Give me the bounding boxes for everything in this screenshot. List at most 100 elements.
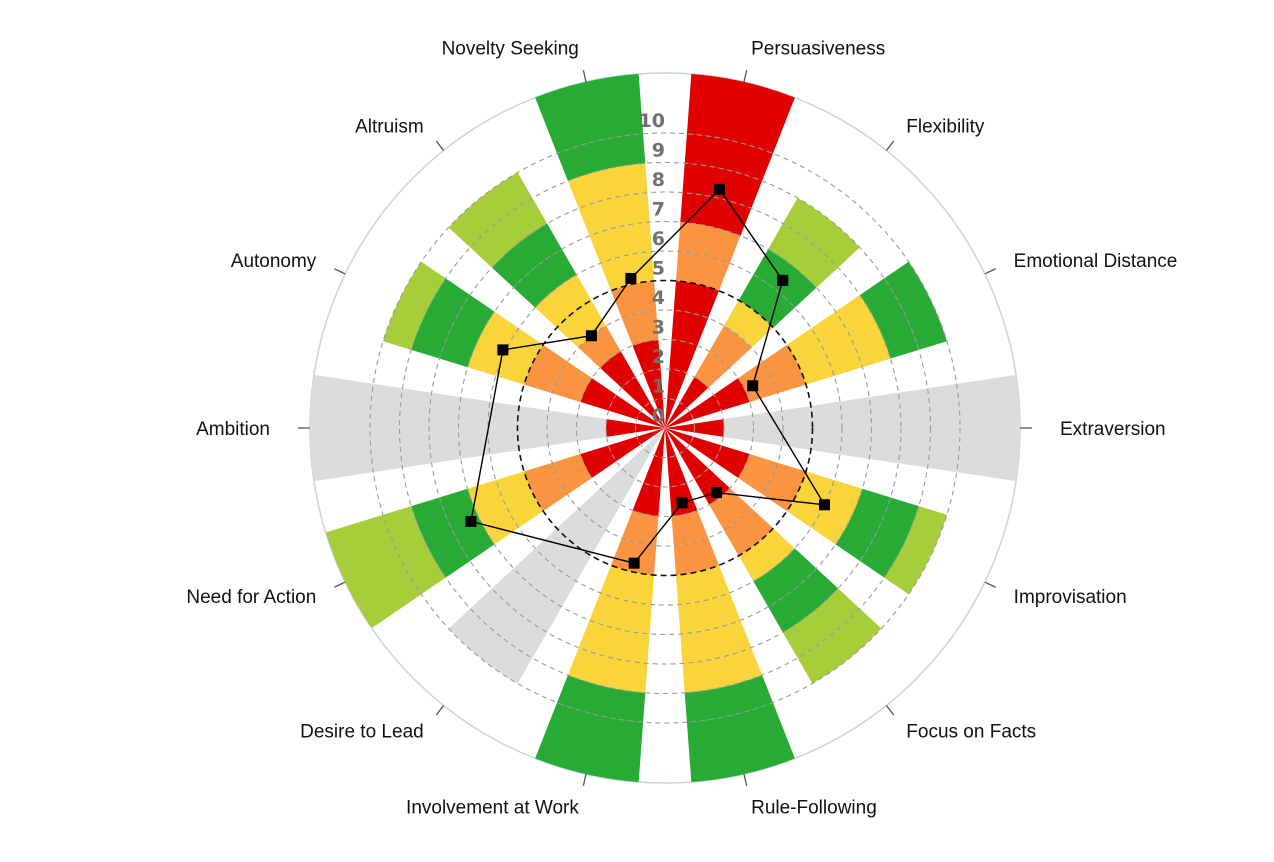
band-autonomy-2 — [580, 378, 617, 411]
band-altruism-8 — [470, 198, 548, 268]
band-focus-on-facts-0 — [665, 428, 687, 454]
band-rule-following-5 — [675, 565, 730, 605]
band-autonomy-1 — [608, 394, 641, 420]
band-ambition-2 — [576, 414, 607, 442]
band-persuasiveness-3 — [671, 310, 709, 346]
band-rule-following-8 — [682, 647, 763, 693]
band-desire-to-lead-0 — [643, 428, 665, 454]
band-ambition-10 — [310, 374, 374, 482]
band-autonomy-9 — [383, 261, 446, 350]
category-label-need-for-action: Need for Action — [186, 587, 316, 608]
radial-tick-label-7: 7 — [652, 199, 665, 221]
band-flexibility-4 — [723, 300, 774, 348]
value-point-novelty-seeking — [625, 272, 637, 284]
band-autonomy-0 — [636, 411, 665, 428]
radial-tick-label-5: 5 — [652, 258, 665, 280]
band-involvement-at-work-3 — [621, 510, 659, 546]
radial-tick-label-4: 4 — [652, 287, 665, 309]
value-point-altruism — [585, 330, 597, 342]
band-persuasiveness-2 — [669, 339, 698, 374]
band-focus-on-facts-7 — [768, 568, 839, 633]
band-altruism-1 — [621, 376, 651, 408]
band-focus-on-facts-9 — [797, 608, 882, 684]
band-altruism-4 — [556, 300, 607, 348]
category-label-flexibility: Flexibility — [906, 116, 985, 137]
axis-tick-altruism — [435, 140, 445, 151]
band-persuasiveness-6 — [678, 222, 741, 264]
band-ambition-9 — [369, 383, 403, 473]
band-emotional-distance-5 — [786, 328, 835, 385]
band-flexibility-3 — [709, 325, 752, 368]
band-need-for-action-8 — [411, 497, 471, 578]
band-autonomy-5 — [495, 328, 544, 385]
band-extraversion-1 — [694, 419, 724, 437]
band-emotional-distance-4 — [762, 344, 806, 394]
band-extraversion-10 — [956, 374, 1020, 482]
band-autonomy-8 — [411, 278, 471, 359]
value-point-rule-following — [676, 497, 688, 509]
band-persuasiveness-4 — [673, 280, 719, 319]
band-ambition-8 — [399, 388, 432, 468]
axis-tick-novelty-seeking — [582, 70, 587, 83]
band-emotional-distance-8 — [859, 278, 919, 359]
band-extraversion-3 — [752, 410, 783, 446]
band-need-for-action-1 — [608, 436, 641, 462]
band-emotional-distance-9 — [884, 261, 947, 350]
band-altruism-6 — [513, 249, 577, 308]
band-focus-on-facts-3 — [709, 488, 752, 531]
radial-tick-label-3: 3 — [652, 317, 665, 339]
band-need-for-action-9 — [383, 506, 446, 595]
category-label-emotional-distance: Emotional Distance — [1014, 251, 1178, 272]
tick-labels-layer: 0 1 2 3 4 5 6 7 8 9 10 — [639, 110, 665, 427]
category-label-autonomy: Autonomy — [231, 251, 317, 272]
band-novelty-seeking-1 — [643, 369, 663, 401]
band-desire-to-lead-2 — [600, 468, 636, 505]
band-focus-on-facts-6 — [753, 548, 817, 607]
radial-tick-label-10: 10 — [639, 110, 665, 132]
band-improvisation-6 — [811, 480, 863, 545]
value-point-emotional-distance — [747, 380, 759, 392]
band-improvisation-0 — [665, 428, 694, 445]
category-label-persuasiveness: Persuasiveness — [751, 39, 885, 60]
band-extraversion-5 — [810, 401, 842, 455]
band-rule-following-4 — [673, 537, 719, 576]
band-focus-on-facts-5 — [738, 528, 795, 582]
reference-circle — [516, 279, 814, 577]
band-novelty-seeking-7 — [578, 192, 650, 236]
band-involvement-at-work-0 — [654, 428, 665, 458]
value-polyline — [470, 188, 826, 564]
band-novelty-seeking-5 — [600, 251, 655, 291]
value-point-autonomy — [497, 344, 509, 356]
band-desire-to-lead-9 — [448, 608, 533, 684]
band-ambition-7 — [429, 392, 461, 464]
band-emotional-distance-0 — [665, 411, 694, 428]
value-point-need-for-action — [465, 515, 477, 527]
band-focus-on-facts-4 — [723, 508, 774, 556]
radial-tick-label-2: 2 — [652, 346, 665, 368]
band-flexibility-2 — [694, 351, 730, 388]
band-extraversion-7 — [869, 392, 901, 464]
category-labels-layer: Persuasiveness Flexibility Emotional Dista… — [186, 39, 1177, 819]
band-rule-following-9 — [684, 675, 773, 723]
band-novelty-seeking-3 — [621, 310, 659, 346]
value-points-layer — [465, 183, 830, 569]
axis-tick-focus-on-facts — [885, 705, 895, 716]
band-desire-to-lead-7 — [491, 568, 562, 633]
band-need-for-action-6 — [467, 480, 519, 545]
band-desire-to-lead-8 — [470, 588, 548, 658]
band-autonomy-7 — [439, 294, 495, 368]
value-line-layer — [470, 188, 826, 564]
band-ambition-3 — [547, 410, 578, 446]
band-rule-following-3 — [671, 510, 709, 546]
band-rule-following-6 — [678, 592, 741, 634]
category-label-ambition: Ambition — [196, 419, 270, 440]
band-flexibility-1 — [679, 376, 709, 408]
band-novelty-seeking-2 — [632, 339, 661, 374]
band-improvisation-7 — [835, 488, 891, 562]
band-need-for-action-10 — [325, 514, 422, 629]
value-point-persuasiveness — [713, 183, 725, 195]
band-altruism-3 — [578, 325, 621, 368]
grid-circle-4 — [546, 309, 784, 547]
band-extraversion-2 — [723, 414, 754, 442]
